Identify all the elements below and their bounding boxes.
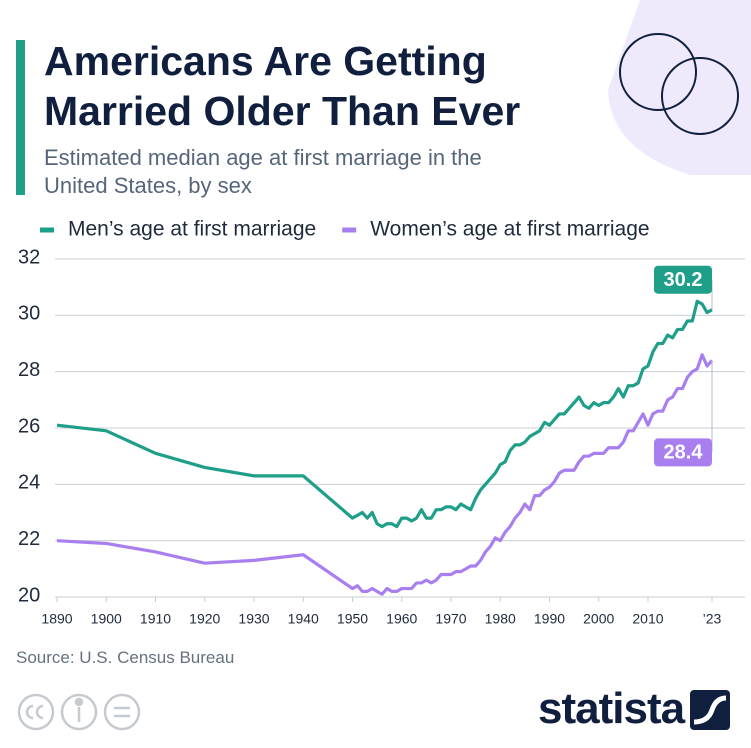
x-tick-label: 2010 bbox=[632, 611, 663, 627]
x-tick-label: ’23 bbox=[703, 611, 722, 627]
y-tick-label: 24 bbox=[18, 472, 40, 494]
y-tick-label: 30 bbox=[18, 303, 40, 325]
source: Source: U.S. Census Bureau bbox=[16, 648, 235, 667]
end-label: 30.2 bbox=[664, 269, 703, 291]
x-tick-label: 1930 bbox=[238, 611, 269, 627]
end-label-box bbox=[654, 265, 712, 294]
x-tick-label: 2000 bbox=[583, 611, 614, 627]
chart-title: Americans Are Getting Married Older Than… bbox=[44, 38, 521, 134]
ring-icon bbox=[619, 33, 697, 111]
end-label-box bbox=[654, 438, 712, 467]
end-label: 28.4 bbox=[664, 442, 704, 464]
x-tick-label: 1950 bbox=[337, 611, 368, 627]
license-icons bbox=[17, 693, 141, 731]
x-tick-label: 1910 bbox=[140, 611, 171, 627]
legend-label: Women’s age at first marriage bbox=[370, 218, 649, 241]
brand-icon bbox=[690, 690, 730, 730]
x-tick-label: 1890 bbox=[41, 611, 72, 627]
y-tick-label: 20 bbox=[18, 584, 40, 606]
x-tick-label: 1980 bbox=[485, 611, 516, 627]
chart-subtitle: Estimated median age at first marriage i… bbox=[44, 145, 482, 198]
decor-shape bbox=[608, 0, 751, 175]
accent-bar bbox=[16, 40, 25, 195]
brand-logo: statista bbox=[538, 684, 685, 733]
x-tick-label: 1920 bbox=[189, 611, 220, 627]
series-line bbox=[56, 353, 714, 596]
y-tick-label: 26 bbox=[18, 415, 40, 437]
x-tick-label: 1900 bbox=[91, 611, 122, 627]
series-line bbox=[56, 299, 713, 529]
x-tick-label: 1960 bbox=[386, 611, 417, 627]
x-tick-label: 1940 bbox=[288, 611, 319, 627]
y-tick-label: 22 bbox=[18, 528, 40, 550]
y-tick-label: 32 bbox=[18, 246, 40, 268]
y-tick-label: 28 bbox=[18, 359, 40, 381]
ring-icon bbox=[661, 57, 739, 135]
x-tick-label: 1990 bbox=[534, 611, 565, 627]
legend-label: Men’s age at first marriage bbox=[68, 218, 316, 241]
x-tick-label: 1970 bbox=[435, 611, 466, 627]
